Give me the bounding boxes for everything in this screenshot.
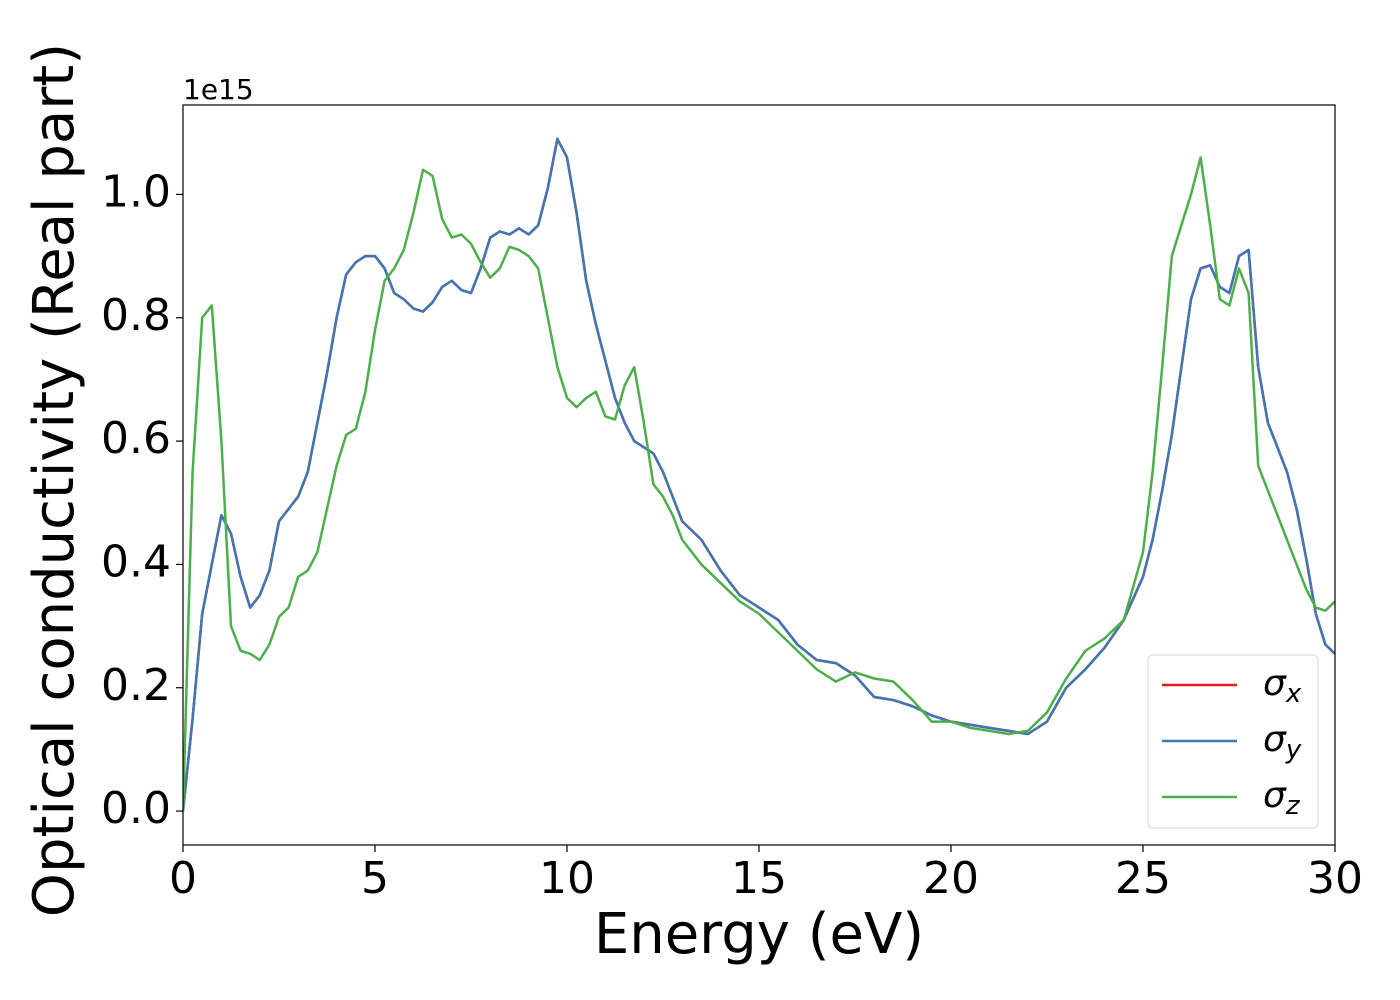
x-tick-label: 0 [169,853,197,904]
series-line [183,137,1335,812]
legend-label: σy [1263,719,1302,765]
x-tick-label: 20 [923,853,979,904]
x-tick-label: 5 [361,853,389,904]
x-tick-label: 15 [731,853,787,904]
y-tick-label: 0.4 [101,536,171,587]
y-axis-label: Optical conductivity (Real part) [22,43,87,917]
y-offset-label: 1e15 [183,73,254,106]
legend-label: σz [1263,775,1301,821]
plot-frame [182,104,1336,846]
x-tick-label: 25 [1115,853,1171,904]
y-tick-label: 0.8 [101,290,171,341]
x-tick-label: 30 [1307,853,1363,904]
plot-area [183,137,1335,812]
x-tick-label: 10 [539,853,595,904]
legend-label: σx [1263,663,1302,709]
x-axis-label: Energy (eV) [594,902,924,967]
y-tick-label: 0.6 [101,413,171,464]
y-tick-label: 0.0 [101,783,171,834]
y-tick-label: 1.0 [101,166,171,217]
y-tick-label: 0.2 [101,660,171,711]
series-line [183,156,1335,812]
